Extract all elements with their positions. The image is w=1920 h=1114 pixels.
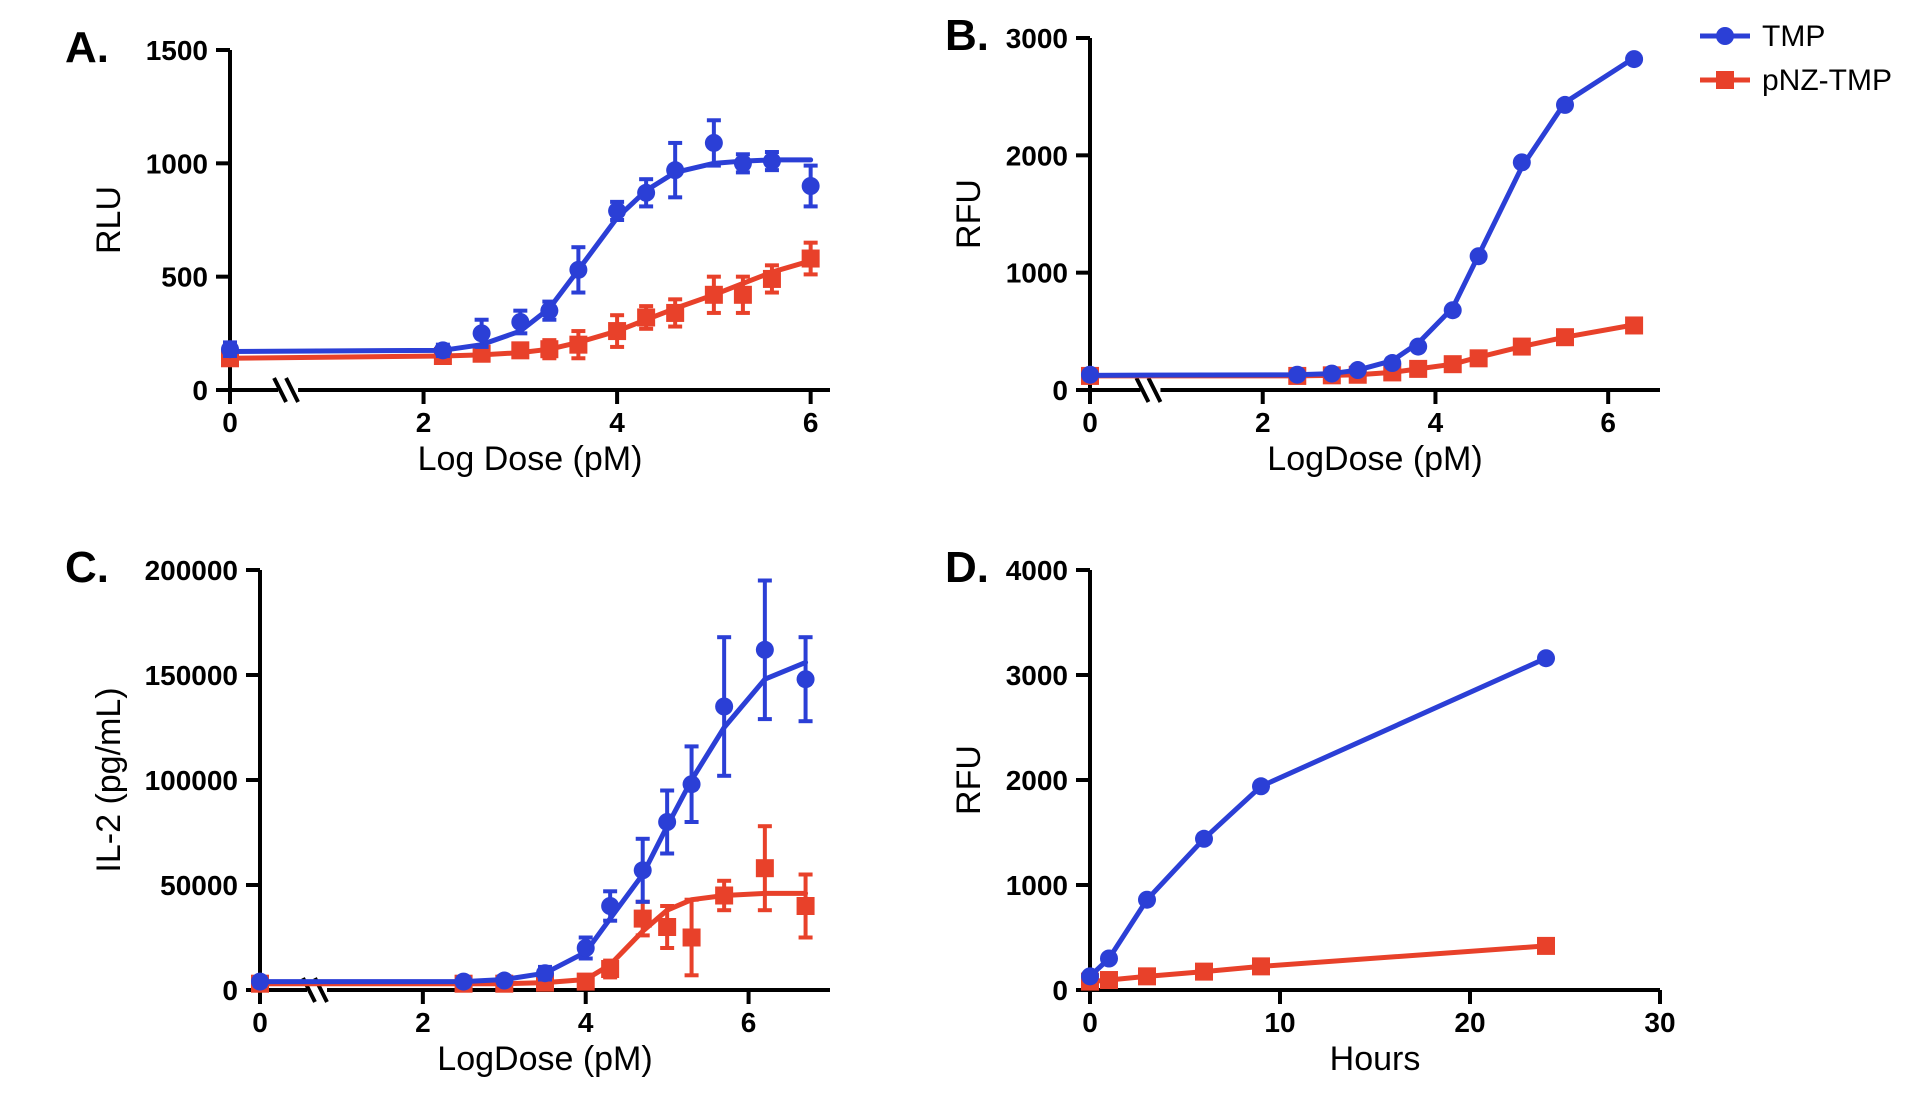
svg-text:10: 10 bbox=[1264, 1007, 1295, 1038]
svg-text:1500: 1500 bbox=[146, 35, 208, 66]
svg-text:RLU: RLU bbox=[90, 186, 128, 254]
svg-text:150000: 150000 bbox=[145, 660, 238, 691]
svg-text:100000: 100000 bbox=[145, 765, 238, 796]
svg-text:4: 4 bbox=[609, 407, 625, 438]
panel-A: 0 500 1000 1500 0 2 4 6 Log Dose (pM) RLU A. bbox=[65, 23, 830, 478]
svg-text:2000: 2000 bbox=[1006, 140, 1068, 171]
svg-text:LogDose (pM): LogDose (pM) bbox=[1267, 440, 1482, 478]
svg-text:IL-2 (pg/mL): IL-2 (pg/mL) bbox=[90, 687, 128, 872]
svg-text:B.: B. bbox=[945, 11, 989, 60]
svg-text:LogDose (pM): LogDose (pM) bbox=[437, 1040, 652, 1078]
svg-text:0: 0 bbox=[1052, 375, 1068, 406]
svg-text:A.: A. bbox=[65, 23, 109, 72]
svg-text:0: 0 bbox=[1052, 975, 1068, 1006]
svg-text:pNZ-TMP: pNZ-TMP bbox=[1762, 64, 1892, 97]
svg-text:0: 0 bbox=[192, 375, 208, 406]
svg-text:Hours: Hours bbox=[1330, 1040, 1421, 1078]
figure-root: 0500100015000246Log Dose (pM)RLUA.010002… bbox=[0, 0, 1920, 1114]
svg-text:0: 0 bbox=[222, 407, 238, 438]
svg-text:20: 20 bbox=[1454, 1007, 1485, 1038]
panel-C: 0 50000 100000 150000 200000 0 2 4 6 LogDose (pM)… bbox=[65, 543, 830, 1078]
svg-text:TMP: TMP bbox=[1762, 20, 1825, 53]
svg-text:50000: 50000 bbox=[160, 870, 238, 901]
svg-text:0: 0 bbox=[1082, 407, 1098, 438]
svg-text:6: 6 bbox=[741, 1007, 757, 1038]
panel-B: 0 1000 2000 3000 0 2 4 6 LogDose (pM) RFU B. bbox=[945, 11, 1660, 478]
svg-text:4: 4 bbox=[1428, 407, 1444, 438]
svg-text:4: 4 bbox=[578, 1007, 594, 1038]
svg-text:2000: 2000 bbox=[1006, 765, 1068, 796]
svg-text:2: 2 bbox=[415, 1007, 431, 1038]
svg-text:6: 6 bbox=[1600, 407, 1616, 438]
svg-text:0: 0 bbox=[252, 1007, 268, 1038]
svg-text:500: 500 bbox=[161, 262, 208, 293]
svg-text:30: 30 bbox=[1644, 1007, 1675, 1038]
svg-text:3000: 3000 bbox=[1006, 660, 1068, 691]
svg-text:0: 0 bbox=[1082, 1007, 1098, 1038]
svg-text:1000: 1000 bbox=[1006, 870, 1068, 901]
svg-text:0: 0 bbox=[222, 975, 238, 1006]
svg-text:RFU: RFU bbox=[950, 179, 988, 249]
panel-D: 0 1000 2000 3000 4000 0 10 20 30 Hours RFU D. bbox=[945, 543, 1676, 1078]
svg-text:200000: 200000 bbox=[145, 555, 238, 586]
svg-text:Log Dose (pM): Log Dose (pM) bbox=[418, 440, 643, 478]
svg-text:D.: D. bbox=[945, 543, 989, 592]
svg-text:6: 6 bbox=[803, 407, 819, 438]
legend: TMP pNZ-TMP bbox=[1700, 20, 1892, 97]
svg-text:2: 2 bbox=[1255, 407, 1271, 438]
svg-text:1000: 1000 bbox=[146, 148, 208, 179]
svg-text:1000: 1000 bbox=[1006, 258, 1068, 289]
figure-svg: 0500100015000246Log Dose (pM)RLUA.010002… bbox=[0, 0, 1920, 1114]
svg-text:2: 2 bbox=[416, 407, 432, 438]
svg-text:RFU: RFU bbox=[950, 745, 988, 815]
svg-text:C.: C. bbox=[65, 543, 109, 592]
svg-text:3000: 3000 bbox=[1006, 23, 1068, 54]
svg-text:4000: 4000 bbox=[1006, 555, 1068, 586]
